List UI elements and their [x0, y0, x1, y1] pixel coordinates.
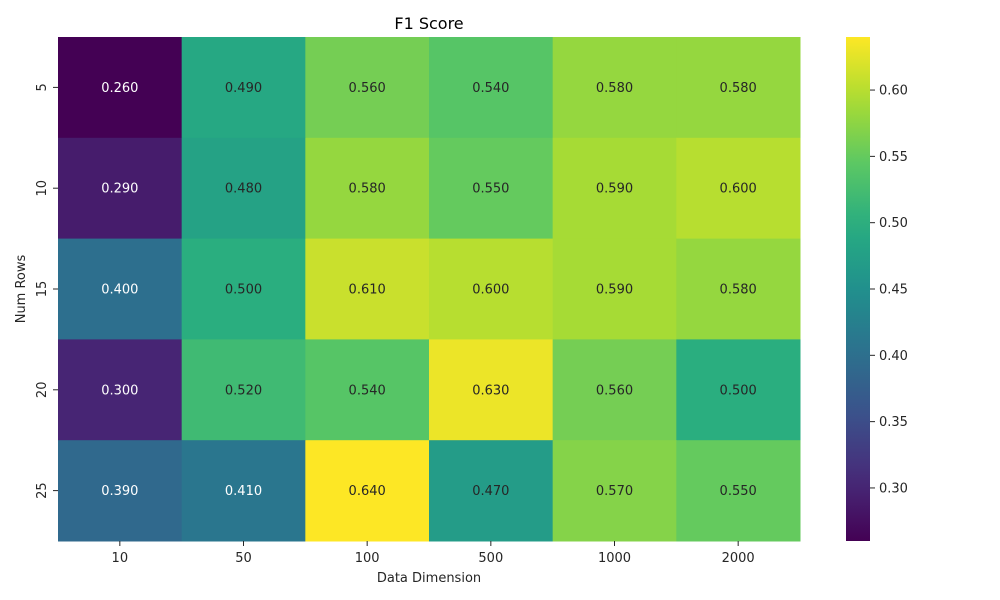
x-axis: 10 50 100 500 1000 2000 — [112, 541, 755, 566]
heatmap-cell — [181, 238, 306, 340]
heatmap-cell — [58, 238, 183, 340]
heatmap-cell — [552, 440, 677, 542]
cell-value-label: 0.560 — [349, 81, 386, 96]
cell-value-label: 0.590 — [596, 182, 633, 197]
x-axis-title: Data Dimension — [377, 571, 481, 586]
chart-title: F1 Score — [394, 14, 463, 33]
colorbar-tick-label: 0.60 — [879, 84, 908, 99]
cell-value-label: 0.580 — [720, 283, 757, 298]
cell-value-label: 0.590 — [596, 283, 633, 298]
cell-value-label: 0.540 — [472, 81, 509, 96]
colorbar-tick-label: 0.55 — [879, 150, 908, 165]
y-tick-label: 25 — [35, 482, 50, 499]
heatmap-cell — [305, 339, 430, 441]
colorbar-ticks: 0.30 0.35 0.40 0.45 0.50 0.55 0.60 — [870, 84, 908, 496]
y-axis: 5 10 15 20 25 — [35, 83, 58, 499]
heatmap-cell — [181, 37, 306, 139]
heatmap-cell — [676, 339, 801, 441]
heatmap-cell — [676, 440, 801, 542]
colorbar-tick-label: 0.35 — [879, 415, 908, 430]
heatmap-cell — [676, 37, 801, 139]
cell-value-label: 0.550 — [472, 182, 509, 197]
heatmap-cell — [552, 137, 677, 240]
heatmap-cell — [676, 137, 801, 240]
heatmap-cell — [429, 339, 554, 441]
cell-value-label: 0.490 — [225, 81, 262, 96]
colorbar-tick-label: 0.50 — [879, 216, 908, 231]
y-tick-label: 5 — [35, 83, 50, 91]
cell-value-label: 0.500 — [225, 283, 262, 298]
cell-value-label: 0.540 — [349, 383, 386, 398]
y-axis-title: Num Rows — [14, 254, 29, 323]
cell-value-label: 0.630 — [472, 383, 509, 398]
heatmap-cell — [552, 238, 677, 340]
x-tick-label: 10 — [112, 551, 129, 566]
heatmap-cell — [58, 37, 183, 139]
x-tick-label: 50 — [235, 551, 252, 566]
colorbar-tick-label: 0.45 — [879, 283, 908, 298]
cell-value-label: 0.600 — [720, 182, 757, 197]
cell-value-label: 0.640 — [349, 484, 386, 499]
cell-value-label: 0.610 — [349, 283, 386, 298]
x-tick-label: 1000 — [598, 551, 631, 566]
cell-value-label: 0.570 — [596, 484, 633, 499]
heatmap-cell — [429, 137, 554, 240]
cell-value-label: 0.580 — [596, 81, 633, 96]
y-tick-label: 20 — [35, 382, 50, 399]
heatmap-cells: 0.260 0.490 0.560 0.540 0.580 0.580 0.290 0.480… — [58, 37, 801, 542]
cell-value-label: 0.580 — [720, 81, 757, 96]
heatmap-cell — [181, 339, 306, 441]
cell-value-label: 0.600 — [472, 283, 509, 298]
heatmap-cell — [305, 37, 430, 139]
heatmap-cell — [305, 238, 430, 340]
x-tick-label: 100 — [355, 551, 380, 566]
heatmap-cell — [181, 440, 306, 542]
heatmap-cell — [181, 137, 306, 240]
x-tick-label: 500 — [478, 551, 503, 566]
cell-value-label: 0.480 — [225, 182, 262, 197]
cell-value-label: 0.470 — [472, 484, 509, 499]
cell-value-label: 0.520 — [225, 383, 262, 398]
cell-value-label: 0.300 — [101, 383, 138, 398]
cell-value-label: 0.500 — [720, 383, 757, 398]
heatmap-cell — [429, 238, 554, 340]
cell-value-label: 0.390 — [101, 484, 138, 499]
x-tick-label: 2000 — [722, 551, 755, 566]
colorbar-tick-label: 0.30 — [879, 481, 908, 496]
heatmap-cell — [58, 137, 183, 240]
heatmap-cell — [58, 440, 183, 542]
cell-value-label: 0.290 — [101, 182, 138, 197]
colorbar-tick-label: 0.40 — [879, 349, 908, 364]
heatmap-cell — [305, 440, 430, 542]
heatmap-cell — [676, 238, 801, 340]
cell-value-label: 0.410 — [225, 484, 262, 499]
heatmap-cell — [429, 37, 554, 139]
y-tick-label: 15 — [35, 281, 50, 298]
heatmap-cell — [305, 137, 430, 240]
heatmap-cell — [552, 37, 677, 139]
heatmap-cell — [552, 339, 677, 441]
cell-value-label: 0.580 — [349, 182, 386, 197]
heatmap-cell — [429, 440, 554, 542]
cell-value-label: 0.400 — [101, 283, 138, 298]
cell-value-label: 0.550 — [720, 484, 757, 499]
y-tick-label: 10 — [35, 180, 50, 197]
colorbar — [846, 37, 870, 541]
cell-value-label: 0.560 — [596, 383, 633, 398]
cell-value-label: 0.260 — [101, 81, 138, 96]
heatmap-cell — [58, 339, 183, 441]
